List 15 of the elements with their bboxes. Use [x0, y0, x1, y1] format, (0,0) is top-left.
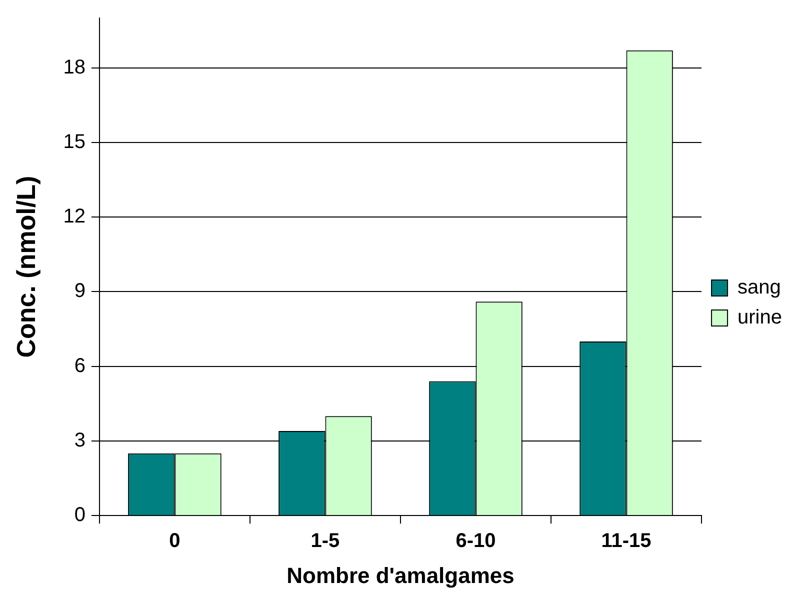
y-tick-label: 0: [74, 504, 86, 526]
y-tick-label: 18: [63, 56, 86, 78]
x-tick-label: 6-10: [456, 530, 496, 552]
y-tick-label: 15: [63, 130, 86, 153]
y-axis-title: Conc. (nmol/L): [10, 176, 41, 358]
x-tick-label: 1-5: [310, 530, 340, 552]
y-tick-label: 12: [63, 206, 86, 228]
x-tick-label: 0: [169, 530, 180, 552]
y-tick-label: 9: [74, 280, 86, 302]
x-tick-label: 11-15: [601, 530, 652, 552]
x-axis-title: Nombre d'amalgames: [286, 562, 514, 588]
legend-label: sang: [738, 276, 781, 299]
legend-label: urine: [738, 306, 782, 329]
y-tick-label: 3: [74, 429, 86, 452]
y-tick-label: 6: [74, 354, 86, 377]
